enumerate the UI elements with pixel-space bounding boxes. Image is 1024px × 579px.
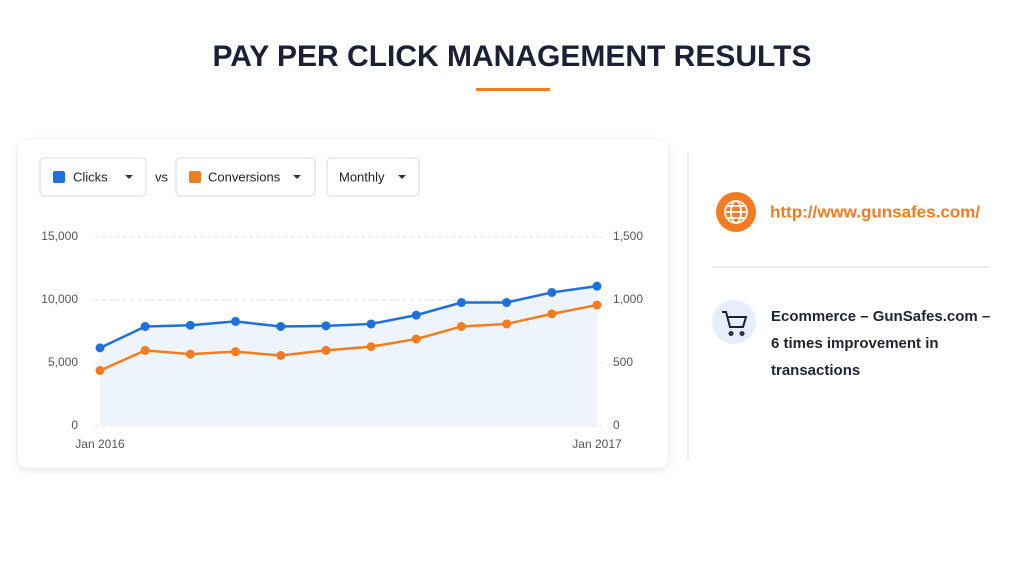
data-point <box>502 298 512 308</box>
data-point <box>185 349 195 359</box>
cart-lines <box>722 311 748 336</box>
description-line: 6 times improvement in <box>771 335 939 352</box>
data-point <box>95 343 105 353</box>
period-label: Monthly <box>339 169 385 184</box>
legend-swatch <box>189 171 201 183</box>
data-point <box>456 298 466 308</box>
period-dropdown[interactable] <box>326 157 420 197</box>
data-point <box>321 321 331 331</box>
y2-tick-label: 1,000 <box>613 292 643 306</box>
data-point <box>366 319 376 329</box>
y2-tick-label: 500 <box>613 355 633 369</box>
page-title: PAY PER CLICK MANAGEMENT RESULTS <box>213 40 812 73</box>
data-point <box>411 310 421 320</box>
data-point <box>456 321 466 331</box>
data-point <box>231 347 241 357</box>
y2-tick-label: 0 <box>613 418 620 432</box>
plot: 0 5,000 10,000 15,000 0 500 1,000 1,500 Jan 2016… <box>41 229 643 451</box>
data-point <box>140 321 150 331</box>
data-point <box>547 287 557 297</box>
data-point <box>411 334 421 344</box>
dropdown-arrow <box>398 175 406 179</box>
cart-icon <box>712 300 756 344</box>
legend-label: Clicks <box>73 169 108 184</box>
data-point <box>547 309 557 319</box>
data-point <box>185 320 195 330</box>
x-tick-label: Jan 2017 <box>572 437 622 451</box>
y-tick-label: 0 <box>71 418 78 432</box>
data-point <box>140 345 150 355</box>
data-point <box>276 321 286 331</box>
data-point <box>366 342 376 352</box>
y2-tick-label: 1,500 <box>613 229 643 243</box>
data-point <box>95 366 105 376</box>
data-point <box>231 316 241 326</box>
y-tick-label: 10,000 <box>41 292 78 306</box>
data-point <box>276 350 286 360</box>
data-point <box>592 281 602 291</box>
dropdown-arrow <box>125 175 133 179</box>
globe-lines <box>724 200 748 224</box>
data-point <box>321 345 331 355</box>
legend-label: Conversions <box>208 169 281 184</box>
conversions-dropdown[interactable] <box>175 157 316 197</box>
area <box>100 286 597 426</box>
series-line <box>99 284 598 350</box>
title-underline <box>476 88 550 91</box>
site-url[interactable]: http://www.gunsafes.com/ <box>770 202 980 221</box>
description-line: transactions <box>771 362 860 379</box>
data-point <box>502 319 512 329</box>
description-line: Ecommerce – GunSafes.com – <box>771 308 990 325</box>
data-point <box>592 300 602 310</box>
x-tick-label: Jan 2016 <box>75 437 125 451</box>
y-tick-label: 5,000 <box>48 355 78 369</box>
series-line <box>99 303 598 372</box>
dropdown-arrow <box>293 175 301 179</box>
vs-label: vs <box>155 169 169 184</box>
y-tick-label: 15,000 <box>41 229 78 243</box>
clicks-dropdown[interactable] <box>39 157 147 197</box>
legend-swatch <box>53 171 65 183</box>
